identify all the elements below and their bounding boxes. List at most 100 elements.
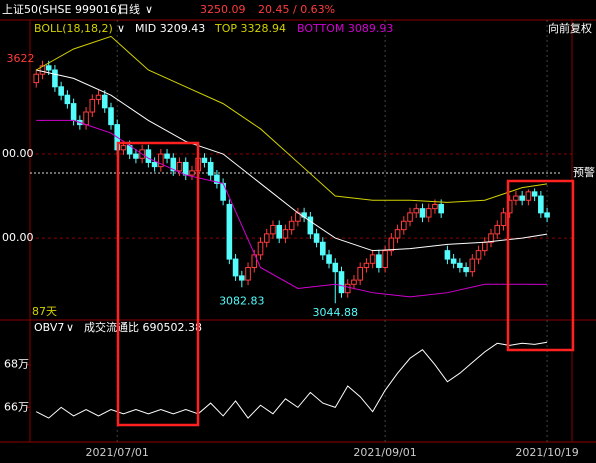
candle-body [158, 153, 164, 168]
legend-name: BOTTOM [297, 22, 344, 35]
y-tick-label: 00.00 [2, 231, 34, 244]
x-tick-label: 2021/09/01 [353, 446, 416, 459]
candle-body [500, 212, 507, 226]
x-tick-label: 2021/07/01 [86, 446, 149, 459]
legend-value: 3089.93 [348, 22, 394, 35]
candle-body [45, 65, 52, 71]
y-tick-label: 00.00 [2, 147, 34, 160]
low-label: 3082.83 [219, 294, 265, 307]
candle-body [394, 229, 401, 239]
candle-body [33, 73, 40, 84]
band-line [35, 35, 548, 203]
adjust-mode[interactable]: 向前复权 [548, 21, 592, 35]
candle-body [101, 94, 108, 109]
candle-body [108, 107, 114, 126]
candle-body [320, 241, 326, 256]
candle-body [513, 195, 519, 201]
candle-body [182, 161, 189, 176]
legend-name: TOP [214, 22, 237, 35]
candle-body [481, 241, 488, 252]
candle-body [338, 271, 345, 294]
dropdown-icon[interactable]: ∨ [66, 321, 74, 334]
candle-body [276, 224, 282, 239]
y-tick-label: 68万 [4, 358, 29, 371]
candle-body [419, 208, 426, 218]
countdown: 87天 [32, 305, 57, 318]
candle-body [176, 161, 183, 172]
alert-label: 预警 [573, 165, 595, 179]
obv-title[interactable]: OBV7 [34, 321, 64, 334]
candle-body [207, 161, 214, 176]
candle-body [400, 220, 407, 231]
legend-name: MID [135, 22, 156, 35]
obv-line [36, 341, 548, 419]
candle-body [363, 262, 370, 268]
legend-mid: MID 3209.43 [135, 22, 205, 35]
candle-body [239, 275, 245, 281]
candle-body [214, 174, 220, 184]
legend-value: 3209.43 [160, 22, 206, 35]
x-tick-label: 2021/10/19 [515, 446, 578, 459]
candle-body [494, 224, 501, 235]
candle-body [425, 208, 432, 218]
candle-body [257, 241, 264, 256]
candle-body [263, 233, 270, 243]
change: 20.45 / 0.63% [258, 3, 335, 16]
candle-body [120, 145, 127, 151]
candle-body [531, 191, 538, 197]
highlight-box [116, 141, 200, 427]
candle-body [357, 266, 363, 281]
candle-body [407, 212, 413, 222]
candle-body [307, 216, 314, 235]
last-price: 3250.09 [200, 3, 246, 16]
legend-bottom: BOTTOM 3089.93 [297, 22, 393, 35]
highlight-box [506, 179, 575, 352]
candle-body [226, 203, 233, 260]
candle-body [232, 258, 239, 277]
candle-body [525, 191, 532, 201]
dropdown-icon[interactable]: ∨ [145, 3, 153, 16]
low-label: 3044.88 [313, 306, 359, 319]
candle-body [469, 258, 476, 273]
legend-top: TOP 3328.94 [214, 22, 286, 35]
candle-body [313, 233, 320, 243]
candle-body [382, 250, 388, 268]
candle-body [201, 157, 208, 163]
candle-body [351, 279, 357, 285]
band-line [36, 69, 548, 252]
candle-body [438, 203, 444, 214]
candle-body [344, 283, 351, 294]
candle-body [488, 233, 494, 243]
candle-body [369, 254, 376, 264]
indicator[interactable]: BOLL(18,18,2) [34, 22, 113, 35]
candle-body [288, 220, 295, 231]
candle-body [145, 149, 152, 163]
legend-value: 3328.94 [241, 22, 287, 35]
candle-body [270, 224, 276, 235]
y-tick-label: 66万 [4, 400, 29, 413]
candle-body [432, 203, 438, 210]
candle-body [164, 153, 170, 159]
candle-body [245, 266, 251, 281]
candle-body [388, 237, 395, 252]
period[interactable]: 日线 [118, 2, 140, 16]
candle-body [170, 157, 177, 172]
high-label: 3622 [6, 52, 34, 65]
legend-value: 690502.38 [143, 321, 203, 334]
legend-name: 成交流通比 [84, 320, 139, 334]
candle-body [95, 94, 102, 100]
dropdown-icon[interactable]: ∨ [117, 22, 125, 35]
candle-body [376, 254, 382, 268]
candle-body [326, 254, 332, 264]
candle-body [544, 212, 550, 218]
candle-body [519, 195, 525, 201]
candle-body [39, 65, 46, 75]
candle-body [475, 250, 482, 260]
candle-body [64, 94, 71, 105]
candle-body [58, 86, 64, 96]
obv-legend: 成交流通比 690502.38 [84, 320, 202, 334]
candle-body [444, 250, 451, 260]
candle-body [89, 98, 96, 113]
